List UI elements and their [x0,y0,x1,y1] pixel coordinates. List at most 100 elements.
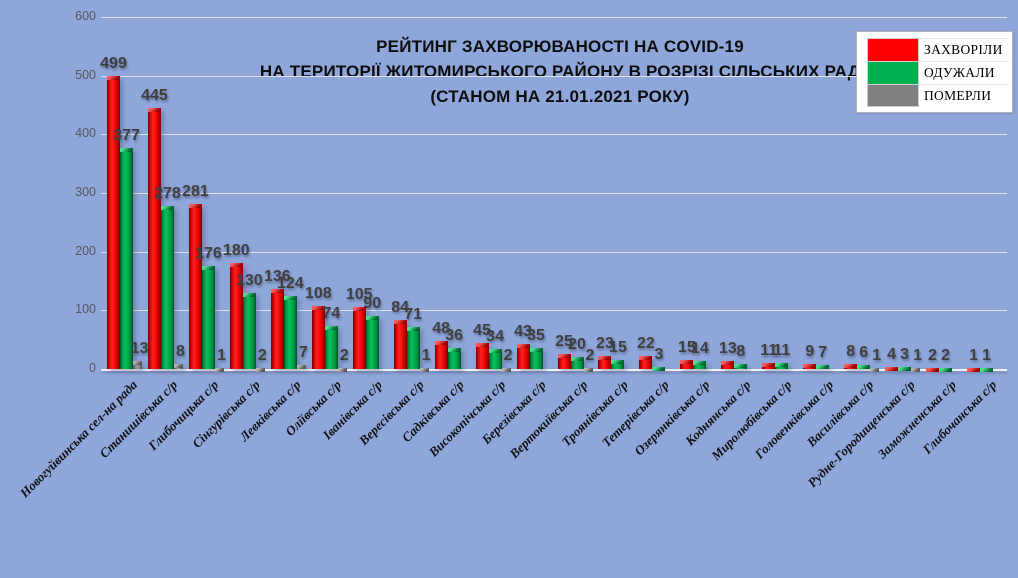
value-label-recovered-17: 7 [818,343,828,361]
value-label-recovered-4: 124 [276,275,304,293]
bar-died-5 [337,367,347,373]
y-tick-label-0: 0 [89,361,96,375]
bar-infected-21 [967,367,981,373]
bar-died-19 [911,367,921,373]
bar-infected-20 [926,367,940,373]
bar-recovered-16 [775,362,789,369]
value-label-died-9: 2 [503,346,513,364]
bar-recovered-17 [816,364,830,369]
bar-infected-5 [311,305,325,369]
value-label-died-5: 2 [339,346,349,364]
value-label-died-2: 1 [216,346,226,364]
bar-infected-4 [270,289,284,369]
value-label-infected-8: 48 [432,319,451,337]
bar-recovered-20 [939,367,953,373]
value-label-died-1: 8 [176,343,185,361]
gridline-300 [101,193,1007,194]
value-label-infected-20: 2 [928,346,938,364]
legend-row-recovered: ОДУЖАЛИ [867,61,1009,84]
bar-recovered-10 [529,348,543,369]
y-tick-label-400: 400 [75,126,96,141]
value-label-infected-11: 25 [555,333,573,351]
bar-infected-12 [598,355,612,369]
value-label-recovered-14: 14 [690,339,709,357]
value-label-infected-0: 499 [100,55,127,73]
value-label-died-4: 7 [298,343,308,361]
value-label-infected-1: 445 [141,86,168,104]
value-label-died-18: 1 [872,346,882,364]
bar-recovered-1 [160,205,174,369]
bar-died-1 [173,364,183,369]
bar-recovered-18 [857,365,871,369]
value-label-infected-17: 9 [805,342,815,360]
legend-label-died: ПОМЕРЛИ [919,84,1009,107]
value-label-infected-15: 13 [718,340,737,358]
value-label-recovered-9: 34 [486,328,504,346]
bar-infected-10 [516,343,530,369]
value-label-recovered-1: 278 [154,184,181,202]
y-tick-label-300: 300 [75,185,96,199]
bar-died-7 [419,367,429,373]
chart-legend: ЗАХВОРІЛИ ОДУЖАЛИ ПОМЕРЛИ [856,31,1013,113]
value-label-recovered-2: 176 [195,244,222,262]
bar-recovered-14 [693,360,707,369]
value-label-died-0: 13 [130,340,149,358]
value-label-died-7: 1 [421,346,431,364]
value-label-recovered-10: 35 [527,327,545,345]
legend-swatch-infected [867,38,919,61]
value-label-infected-10: 43 [514,322,532,340]
legend-swatch-recovered [867,61,919,84]
bar-died-2 [214,367,224,373]
x-axis-label-21: Глибочанська с/р [919,377,1000,457]
bar-recovered-4 [283,296,297,369]
value-label-infected-4: 136 [263,268,291,286]
gridline-200 [101,251,1007,253]
bar-recovered-21 [980,367,994,373]
value-label-recovered-0: 377 [113,126,140,144]
y-tick-label-100: 100 [75,302,96,317]
value-label-recovered-18: 6 [859,344,869,362]
bar-recovered-7 [406,327,420,369]
value-label-recovered-3: 130 [236,271,263,289]
gridline-500 [101,75,1007,77]
bar-recovered-0 [120,147,133,369]
bar-infected-19 [885,366,899,372]
value-label-died-3: 2 [257,346,267,364]
value-label-recovered-7: 71 [404,306,423,324]
chart-title-line-1: РЕЙТИНГ ЗАХВОРЮВАНОСТІ НА COVID-19 [376,37,744,56]
value-label-infected-14: 15 [677,339,696,357]
bar-infected-18 [844,364,858,369]
bar-died-9 [501,367,511,373]
value-label-recovered-12: 15 [609,339,627,357]
value-label-recovered-16: 11 [773,341,791,359]
bar-recovered-2 [201,265,215,369]
value-label-infected-2: 281 [182,183,209,201]
value-label-recovered-21: 1 [982,346,991,364]
bar-recovered-8 [447,347,461,369]
bar-infected-11 [557,354,571,369]
bar-infected-16 [762,362,776,369]
bar-infected-14 [680,360,694,369]
value-label-died-19: 1 [913,346,923,364]
value-label-infected-3: 180 [223,242,250,260]
bar-recovered-5 [324,325,338,369]
bar-infected-15 [721,361,735,369]
value-label-recovered-5: 74 [322,304,341,322]
bar-infected-7 [393,319,407,369]
legend-row-infected: ЗАХВОРІЛИ [867,38,1009,61]
bar-infected-8 [434,340,448,369]
value-label-infected-21: 1 [969,346,978,364]
bar-died-3 [255,367,265,373]
value-label-recovered-13: 3 [654,346,664,364]
legend-label-recovered: ОДУЖАЛИ [919,61,1009,84]
bar-infected-0 [107,76,120,369]
bar-died-4 [296,364,306,369]
bar-infected-3 [229,263,243,369]
gridline-100 [101,310,1007,312]
bar-recovered-6 [365,316,379,369]
value-label-infected-19: 4 [887,345,897,363]
gridline-400 [101,134,1007,136]
bar-recovered-3 [242,292,256,369]
value-label-infected-12: 23 [596,334,614,352]
